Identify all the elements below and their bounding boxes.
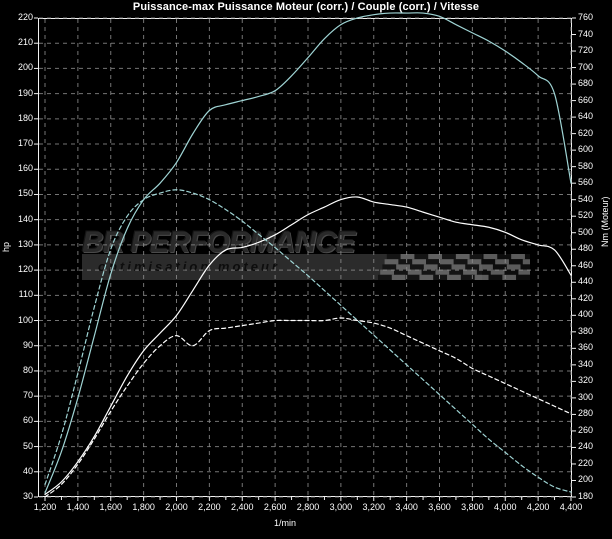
left-axis-tick-label: 70 (22, 390, 33, 401)
right-axis-tick-label: 480 (578, 243, 594, 254)
right-axis-tick-label: 420 (578, 292, 594, 303)
left-axis-tick-label: 210 (17, 37, 33, 48)
left-axis-tick-label: 50 (22, 440, 33, 451)
right-axis-tick-label: 520 (578, 210, 594, 221)
curve-1 (44, 12, 572, 494)
right-axis-tick-label: 560 (578, 177, 594, 188)
curve-2 (44, 196, 572, 496)
left-axis-tick-label: 90 (22, 339, 33, 350)
x-axis-tick-label: 1,800 (132, 502, 155, 512)
x-axis-tick-label: 1,400 (66, 502, 90, 512)
grid-lines (39, 17, 572, 498)
right-axis-tick-label: 740 (578, 28, 594, 39)
right-axis-tick-label: 280 (578, 408, 594, 419)
right-axis-tick-label: 680 (578, 78, 594, 89)
left-axis-tick-label: 110 (18, 289, 33, 300)
right-axis-tick-label: 500 (578, 226, 594, 237)
x-axis-tick-label: 4,000 (493, 502, 517, 512)
x-axis-tick-label: 2,200 (198, 502, 221, 512)
x-axis-tick-label: 3,800 (461, 502, 484, 512)
right-axis-tick-label: 180 (578, 491, 594, 501)
left-axis-tick-label: 60 (22, 415, 33, 426)
left-axis-tick-label: 190 (17, 87, 33, 98)
left-axis-title: hp (1, 241, 11, 252)
right-axis-tick-label: 200 (578, 474, 594, 485)
right-axis-tick-label: 300 (578, 391, 594, 402)
right-axis-tick-label: 360 (578, 342, 594, 353)
right-axis-tick-label: 620 (578, 127, 594, 138)
left-axis-tick-label: 180 (17, 112, 33, 123)
left-axis-tick-label: 80 (22, 364, 33, 375)
left-axis-tick-label: 100 (17, 314, 33, 325)
left-axis-tick-label: 40 (22, 465, 33, 476)
x-axis-tick-label: 3,600 (428, 502, 451, 512)
x-axis-tick-label: 2,000 (165, 502, 188, 512)
right-axis-tick-label: 260 (578, 424, 594, 435)
x-axis-title: 1/min (274, 518, 297, 528)
right-axis-tick-label: 640 (578, 111, 594, 122)
right-axis-tick-label: 400 (578, 309, 594, 320)
axis-ticks (34, 17, 576, 501)
x-axis-tick-label: 2,400 (230, 502, 254, 512)
x-axis-tick-label: 1,600 (99, 502, 123, 512)
left-axis-tick-label: 30 (22, 491, 33, 501)
right-axis-tick-label: 600 (578, 144, 594, 155)
left-axis-tick-label: 130 (17, 238, 33, 249)
right-axis-tick-label: 460 (578, 259, 594, 270)
right-axis-tick-label: 700 (578, 61, 594, 72)
right-axis-tick-label: 660 (578, 94, 594, 105)
right-axis-tick-label: 340 (578, 358, 594, 369)
curve-3 (44, 189, 572, 493)
right-axis-tick-label: 760 (578, 12, 594, 22)
curve-4 (44, 317, 572, 498)
chart-title: Puissance-max Puissance Moteur (corr.) /… (132, 1, 480, 13)
x-axis-tick-label: 2,800 (296, 502, 320, 512)
right-axis-tick-label: 240 (578, 441, 594, 452)
x-axis-tick-label: 4,400 (559, 502, 583, 512)
right-axis-tick-label: 380 (578, 325, 594, 336)
x-axis-tick-label: 2,600 (263, 502, 287, 512)
right-axis-title: Nm (Moteur) (600, 196, 610, 247)
x-axis-tick-label: 1,200 (33, 502, 57, 512)
right-axis-tick-label: 220 (578, 457, 594, 468)
right-axis-tick-label: 320 (578, 375, 594, 386)
x-axis-tick-label: 4,200 (526, 502, 550, 512)
right-axis-tick-label: 580 (578, 160, 594, 171)
right-axis-tick-label: 540 (578, 193, 594, 204)
right-axis-tick-label: 440 (578, 276, 594, 287)
left-axis-tick-label: 170 (17, 138, 33, 149)
left-axis-tick-label: 120 (17, 264, 33, 275)
left-axis-tick-label: 140 (17, 213, 33, 224)
x-axis-tick-label: 3,200 (362, 502, 386, 512)
left-axis-tick-label: 160 (17, 163, 33, 174)
x-axis-tick-label: 3,000 (329, 502, 353, 512)
left-axis-tick-label: 200 (17, 62, 33, 73)
right-axis-tick-label: 720 (578, 45, 594, 56)
data-curves (44, 12, 572, 498)
left-axis-tick-label: 150 (17, 188, 33, 199)
left-axis-tick-label: 220 (17, 12, 33, 22)
x-axis-tick-label: 3,400 (395, 502, 418, 512)
